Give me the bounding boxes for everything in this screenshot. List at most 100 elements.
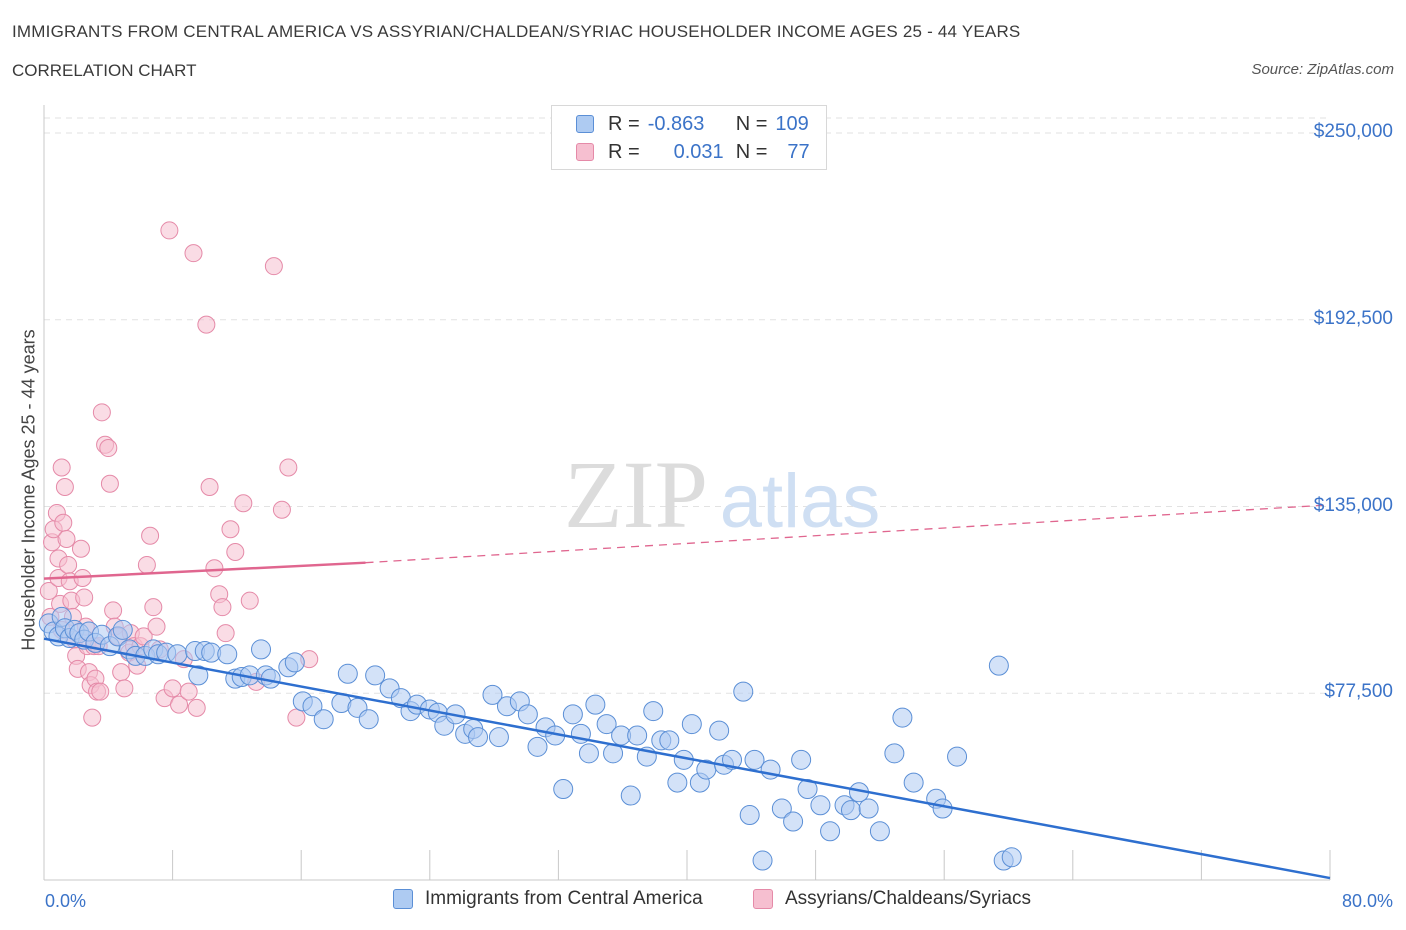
data-point-central-america: [869, 821, 890, 842]
swatch-blue: [576, 115, 594, 133]
data-point-central-america: [358, 709, 379, 730]
data-point-assyrians: [115, 679, 134, 698]
series-central-america-points: [38, 606, 1022, 871]
data-point-central-america: [337, 663, 358, 684]
n-label: N =: [735, 112, 768, 135]
data-point-assyrians: [279, 458, 298, 477]
n-value: 109: [775, 112, 809, 135]
data-point-central-america: [1001, 847, 1022, 868]
data-point-assyrians: [205, 559, 224, 578]
data-point-assyrians: [264, 257, 283, 276]
data-point-central-america: [188, 665, 209, 686]
data-point-central-america: [488, 727, 509, 748]
data-point-central-america: [112, 619, 133, 640]
data-point-central-america: [783, 811, 804, 832]
data-point-assyrians: [71, 539, 90, 558]
stats-legend: R = -0.863 N = 109 R = 0.031 N = 77: [551, 105, 827, 170]
data-point-central-america: [643, 701, 664, 722]
data-point-assyrians: [184, 244, 203, 263]
r-label: R =: [608, 112, 640, 135]
data-point-assyrians: [134, 627, 153, 646]
data-point-assyrians: [216, 624, 235, 643]
data-point-central-america: [733, 681, 754, 702]
data-point-assyrians: [213, 598, 232, 617]
data-point-assyrians: [287, 708, 306, 727]
data-point-central-america: [578, 743, 599, 764]
data-point-central-america: [752, 850, 773, 871]
data-point-central-america: [302, 696, 323, 717]
n-value: 77: [787, 140, 810, 163]
legend-label: Immigrants from Central America: [425, 888, 703, 909]
data-point-central-america: [810, 795, 831, 816]
data-point-central-america: [932, 798, 953, 819]
legend-swatch-blue: [393, 889, 413, 909]
data-point-assyrians: [144, 598, 163, 617]
y-axis-label: Householder Income Ages 25 - 44 years: [18, 329, 39, 651]
data-point-assyrians: [54, 513, 73, 532]
data-point-assyrians: [187, 698, 206, 717]
data-point-assyrians: [75, 588, 94, 607]
data-point-assyrians: [160, 221, 179, 240]
legend-label: Assyrians/Chaldeans/Syriacs: [785, 888, 1032, 909]
data-point-assyrians: [234, 494, 253, 513]
axes: [43, 105, 1331, 881]
chart-subtitle: CORRELATION CHART: [12, 61, 197, 80]
data-point-central-america: [167, 644, 188, 665]
data-point-assyrians: [221, 520, 240, 539]
data-point-central-america: [313, 709, 334, 730]
data-point-central-america: [892, 707, 913, 728]
data-point-central-america: [739, 805, 760, 826]
data-point-assyrians: [179, 682, 198, 701]
y-tick-label: $135,000: [1313, 494, 1393, 516]
data-point-assyrians: [59, 555, 78, 574]
data-point-central-america: [947, 746, 968, 767]
swatch-pink: [576, 143, 594, 161]
y-tick-label: $250,000: [1313, 121, 1393, 142]
data-point-central-america: [722, 749, 743, 770]
stats-row-assyrians: R = 0.031 N = 77: [576, 138, 810, 166]
data-point-assyrians: [240, 591, 259, 610]
data-point-assyrians: [83, 708, 102, 727]
data-point-central-america: [482, 684, 503, 705]
x-tick-label-min: 0.0%: [45, 891, 87, 911]
trend-line-assyrians-dashed: [365, 504, 1331, 564]
data-point-central-america: [858, 798, 879, 819]
r-value: 0.031: [673, 140, 724, 163]
trend-line-central-america: [43, 637, 1331, 880]
data-point-central-america: [903, 772, 924, 793]
data-point-central-america: [709, 720, 730, 741]
source-credit: Source: ZipAtlas.com: [1251, 61, 1394, 78]
data-point-central-america: [217, 644, 238, 665]
x-tick-label-max: 80.0%: [1341, 891, 1393, 911]
legend-item-central-america: Immigrants from Central America: [393, 888, 703, 910]
watermark: ZIP atlas: [564, 441, 880, 548]
data-point-central-america: [527, 736, 548, 757]
data-point-central-america: [681, 714, 702, 735]
data-point-central-america: [744, 749, 765, 770]
data-point-central-america: [840, 800, 861, 821]
data-point-assyrians: [272, 500, 291, 519]
data-point-central-america: [585, 694, 606, 715]
data-point-central-america: [620, 785, 641, 806]
data-point-assyrians: [200, 478, 219, 497]
data-point-assyrians: [197, 315, 216, 334]
watermark-atlas: atlas: [720, 459, 881, 544]
data-point-central-america: [251, 639, 272, 660]
data-point-assyrians: [112, 663, 131, 682]
data-point-assyrians: [55, 478, 74, 497]
data-point-central-america: [627, 725, 648, 746]
y-tick-label: $192,500: [1313, 307, 1393, 329]
data-point-central-america: [820, 821, 841, 842]
trend-line-assyrians-solid: [43, 561, 366, 580]
data-point-central-america: [468, 727, 489, 748]
data-point-central-america: [791, 749, 812, 770]
data-point-assyrians: [99, 439, 118, 458]
data-point-central-america: [659, 730, 680, 751]
legend-item-assyrians: Assyrians/Chaldeans/Syriacs: [753, 888, 1031, 910]
data-point-central-america: [884, 743, 905, 764]
data-point-central-america: [517, 704, 538, 725]
r-label: R =: [608, 140, 640, 163]
data-point-assyrians: [52, 458, 71, 477]
data-point-assyrians: [91, 682, 110, 701]
